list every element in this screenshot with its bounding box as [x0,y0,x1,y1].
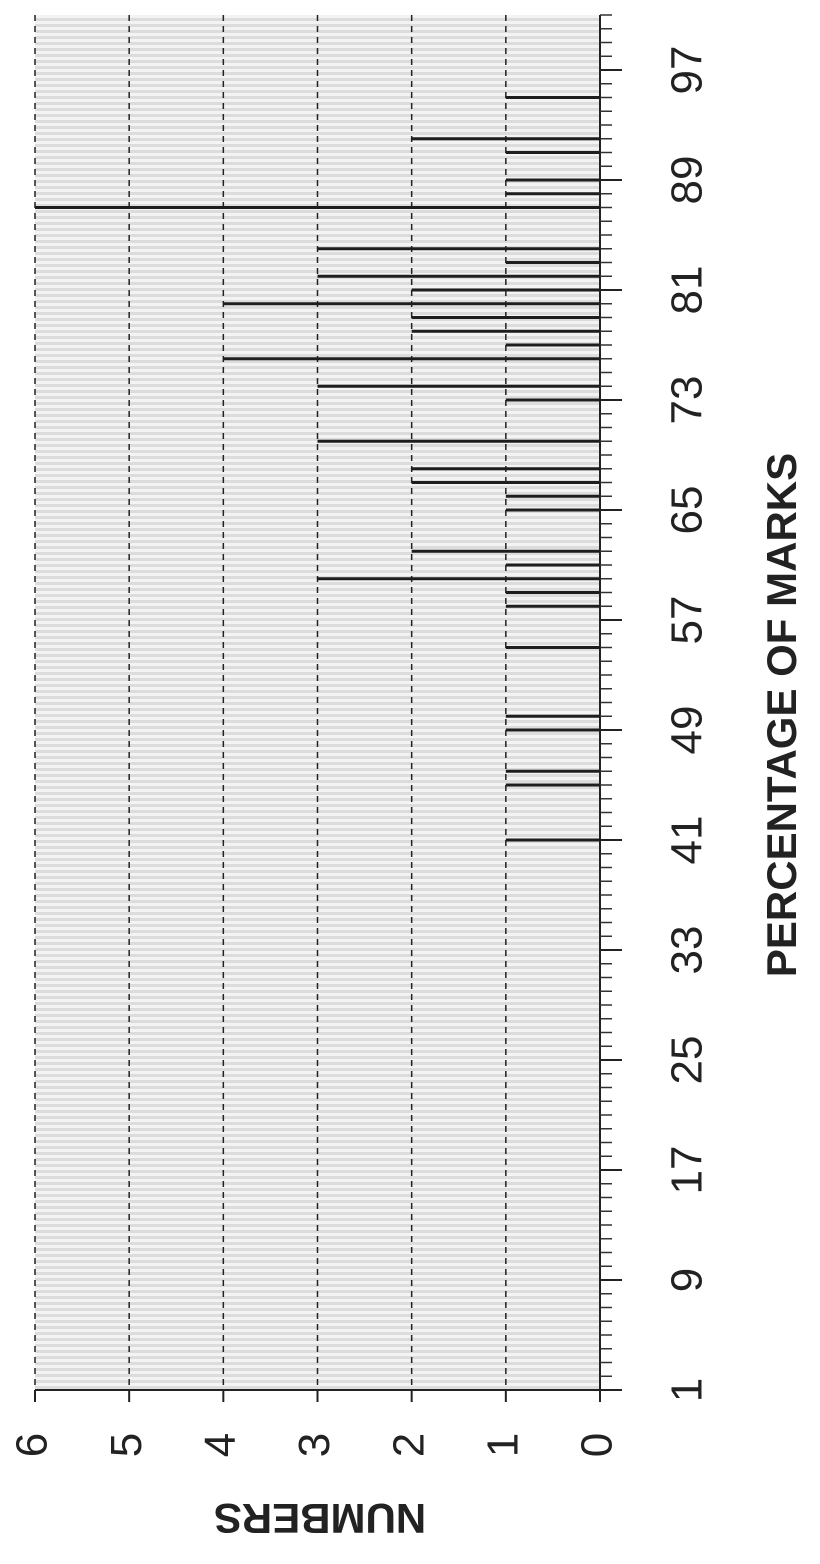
x-tick-label: 97 [663,46,712,95]
x-tick-label: 73 [663,376,712,425]
x-tick-label: 9 [663,1268,712,1292]
y-tick-label: 5 [102,1433,151,1457]
y-tick-label: 6 [8,1433,57,1457]
bar [505,343,600,347]
bar [317,439,600,443]
bar [505,96,600,99]
x-tick-label: 57 [663,596,712,645]
bar [505,178,600,182]
bar [505,646,600,649]
bar [411,481,600,484]
x-tick-label: 17 [663,1146,712,1195]
y-tick-label: 2 [384,1433,433,1457]
bar [505,838,600,842]
x-tick-label: 41 [663,816,712,865]
bar [411,467,600,471]
bar [505,714,600,718]
bar [505,398,600,402]
bar [317,247,600,251]
bar [505,508,600,512]
y-tick-label: 0 [573,1433,622,1457]
y-tick-label: 4 [196,1433,245,1457]
bar [505,769,600,773]
bar [505,604,600,608]
bar [505,151,600,154]
bar [411,316,600,319]
x-tick-label: 25 [663,1036,712,1085]
bar [411,137,600,141]
bar [35,206,600,209]
bar [317,577,600,581]
x-tick-label: 65 [663,486,712,535]
bar [505,783,600,787]
bar [411,329,600,333]
x-tick-label: 89 [663,156,712,205]
bar [505,728,600,732]
y-axis-title: NUMBERS [214,1495,426,1542]
x-tick-label: 1 [663,1378,712,1402]
bar [223,357,601,361]
x-tick-label: 33 [663,926,712,975]
bar [411,549,600,553]
bar [505,591,600,594]
y-tick-label: 3 [290,1433,339,1457]
y-tick-label: 1 [478,1433,527,1457]
x-tick-label: 49 [663,706,712,755]
bar [317,274,600,278]
bar [505,563,600,567]
bar [505,192,600,196]
x-axis-title: PERCENTAGE OF MARKS [758,453,805,977]
bar [505,494,600,498]
bar [505,261,600,264]
x-tick-label: 81 [663,266,712,315]
bar [223,302,601,306]
bar [317,384,600,388]
bar [411,288,600,292]
